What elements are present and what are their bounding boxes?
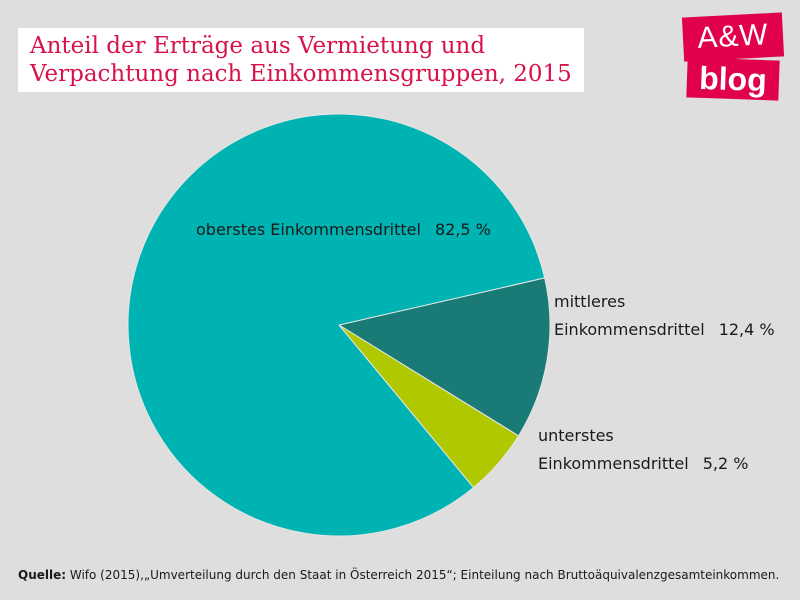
- source-note-label: Quelle:: [18, 568, 67, 582]
- label-unterstes-line2: Einkommensdrittel: [538, 454, 689, 473]
- label-unterstes-line1: unterstes: [538, 426, 614, 445]
- source-note: Quelle: Wifo (2015),„Umverteilung durch …: [18, 568, 779, 582]
- label-oberstes-text: oberstes Einkommensdrittel: [196, 220, 421, 239]
- slice-oberstes: [127, 113, 546, 537]
- label-unterstes: unterstes Einkommensdrittel 5,2 %: [538, 422, 748, 478]
- source-note-text: Wifo (2015),„Umverteilung durch den Staa…: [66, 568, 780, 582]
- label-mittleres-line1: mittleres: [554, 292, 626, 311]
- chart-title-line-2: Verpachtung nach Einkommensgruppen, 2015: [30, 61, 572, 87]
- label-oberstes-value: 82,5 %: [434, 220, 491, 239]
- chart-title-line-1: Anteil der Erträge aus Vermietung und: [30, 33, 486, 59]
- label-mittleres-value: 12,4 %: [718, 320, 775, 339]
- label-mittleres-line2: Einkommensdrittel: [554, 320, 705, 339]
- label-mittleres: mittleres Einkommensdrittel 12,4 %: [554, 288, 775, 344]
- slice-mittleres: [337, 277, 551, 437]
- label-oberstes: oberstes Einkommensdrittel 82,5 %: [196, 216, 491, 244]
- chart-title: Anteil der Erträge aus Vermietung und Ve…: [18, 28, 584, 92]
- label-unterstes-value: 5,2 %: [702, 454, 749, 473]
